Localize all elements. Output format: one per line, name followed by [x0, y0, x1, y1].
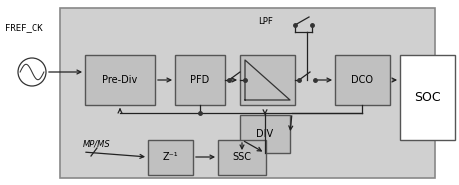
- Text: PFD: PFD: [190, 75, 209, 85]
- Text: LPF: LPF: [257, 18, 272, 26]
- Text: SSC: SSC: [232, 152, 251, 162]
- Bar: [240, 115, 289, 153]
- Bar: [334, 55, 389, 105]
- Bar: [218, 140, 265, 175]
- Text: DIV: DIV: [256, 129, 273, 139]
- Bar: [399, 55, 454, 140]
- Text: MP/MS: MP/MS: [83, 139, 111, 149]
- Text: Pre-Div: Pre-Div: [102, 75, 137, 85]
- Bar: [240, 55, 294, 105]
- Text: FREF_CK: FREF_CK: [5, 23, 43, 33]
- Bar: [174, 55, 224, 105]
- Text: DCO: DCO: [351, 75, 373, 85]
- Bar: [60, 8, 434, 178]
- Bar: [148, 140, 193, 175]
- Text: Z⁻¹: Z⁻¹: [162, 152, 178, 162]
- Text: SOC: SOC: [413, 91, 440, 104]
- Bar: [85, 55, 155, 105]
